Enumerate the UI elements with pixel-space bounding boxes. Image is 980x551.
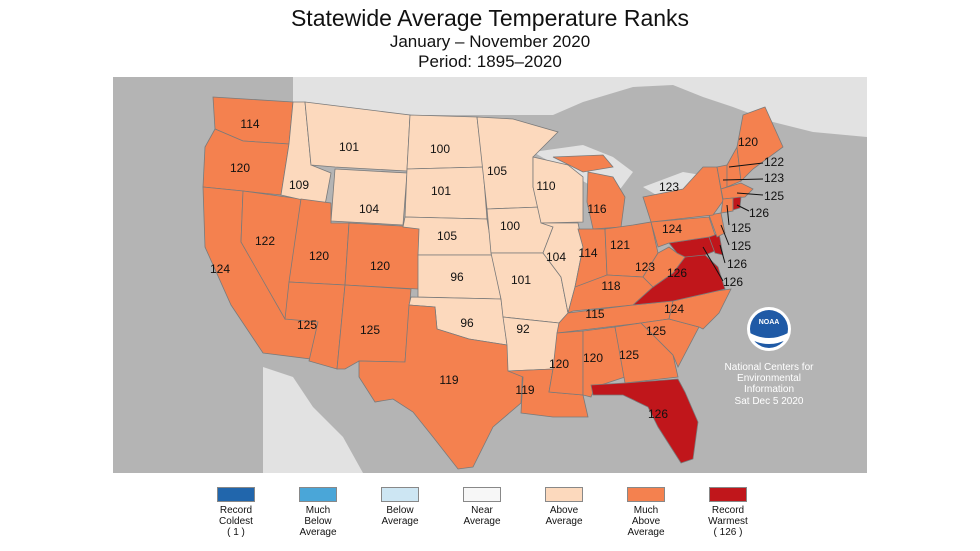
legend-swatch-above: [545, 487, 583, 502]
legend-label-record-warmest: Record Warmest ( 126 ): [708, 505, 748, 538]
map-frame: 114 120 124 122 109 101 104 120 125 120 …: [113, 77, 867, 473]
state-MA: [720, 182, 754, 200]
state-label-NV: 122: [255, 234, 275, 248]
credit-line2: Environmental: [737, 373, 801, 384]
state-label-WA: 114: [240, 117, 259, 131]
legend-label-much-below: Much Below Average: [299, 505, 337, 538]
state-TX: [358, 304, 524, 470]
state-label-NE: 105: [437, 229, 457, 243]
state-label-OR: 120: [230, 161, 250, 175]
title-block: Statewide Average Temperature Ranks Janu…: [0, 4, 980, 72]
state-label-CO: 120: [370, 259, 390, 273]
state-label-TN: 115: [585, 307, 604, 321]
state-label-VT: 123: [764, 171, 784, 185]
map-period: Period: 1895–2020: [418, 52, 562, 71]
state-label-AR: 92: [516, 322, 530, 336]
state-label-MS: 120: [549, 357, 569, 371]
state-label-OK: 96: [460, 316, 474, 330]
state-CO: [344, 222, 421, 290]
state-label-NH: 122: [764, 155, 784, 169]
state-WI: [532, 156, 584, 224]
state-label-DE: 126: [727, 257, 747, 271]
state-label-KS: 96: [450, 270, 464, 284]
state-label-WI: 110: [536, 179, 555, 193]
credit-line1: National Centers for: [725, 362, 815, 373]
legend-swatch-much-below: [299, 487, 337, 502]
noaa-logo: NOAA: [747, 307, 791, 351]
state-SC: [640, 318, 700, 368]
legend-item-much-above: Much Above Average: [606, 487, 686, 538]
state-label-AZ: 125: [297, 318, 317, 332]
state-label-MN: 105: [487, 164, 507, 178]
state-label-MA: 125: [764, 189, 784, 203]
legend-item-near: Near Average: [442, 487, 522, 527]
legend-swatch-record-coldest: [217, 487, 255, 502]
state-label-VA: 126: [667, 266, 687, 280]
state-label-KY: 118: [601, 279, 620, 293]
state-label-UT: 120: [309, 249, 329, 263]
state-label-NM: 125: [360, 323, 380, 337]
state-label-AL: 120: [583, 351, 603, 365]
legend-item-much-below: Much Below Average: [278, 487, 358, 538]
state-label-WV: 123: [635, 260, 655, 274]
canada-region: [293, 77, 867, 137]
legend-item-record-coldest: Record Coldest ( 1 ): [196, 487, 276, 538]
legend-swatch-near: [463, 487, 501, 502]
noaa-logo-text: NOAA: [759, 319, 780, 326]
state-PA: [650, 216, 716, 248]
legend-label-record-coldest: Record Coldest ( 1 ): [219, 505, 253, 538]
legend-swatch-below: [381, 487, 419, 502]
state-label-SD: 101: [431, 184, 451, 198]
state-label-RI: 126: [749, 206, 769, 220]
state-label-OH: 121: [610, 238, 630, 252]
state-label-FL: 126: [648, 407, 668, 421]
credit-date: Sat Dec 5 2020: [735, 396, 804, 407]
state-label-MT: 101: [339, 140, 359, 154]
map-subtitle: January – November 2020: [389, 32, 591, 51]
state-label-NC: 124: [664, 302, 684, 316]
mexico-region: [263, 367, 363, 473]
legend-label-near: Near Average: [463, 505, 501, 527]
state-RI: [732, 196, 742, 211]
state-NJ: [708, 212, 726, 238]
state-label-NJ: 125: [731, 239, 751, 253]
state-FL: [590, 378, 699, 464]
legend-item-below: Below Average: [360, 487, 440, 527]
state-GA: [614, 322, 679, 384]
state-label-MI: 116: [587, 202, 606, 216]
leader-lines: [702, 162, 764, 282]
state-label-IL: 104: [546, 250, 566, 264]
state-label-ID: 109: [289, 178, 309, 192]
state-label-MD: 126: [723, 275, 743, 289]
state-label-SC: 125: [646, 324, 666, 338]
legend-item-above: Above Average: [524, 487, 604, 527]
state-label-LA: 119: [515, 383, 534, 397]
legend-label-much-above: Much Above Average: [627, 505, 665, 538]
state-label-MO: 101: [511, 273, 531, 287]
state-MS: [548, 330, 584, 396]
map-title: Statewide Average Temperature Ranks: [290, 5, 690, 31]
legend-swatch-record-warmest: [709, 487, 747, 502]
us-map: 114 120 124 122 109 101 104 120 125 120 …: [113, 77, 867, 473]
legend-label-above: Above Average: [545, 505, 583, 527]
state-ME: [736, 106, 784, 182]
state-label-GA: 125: [619, 348, 639, 362]
state-label-NY: 123: [659, 180, 679, 194]
state-label-CT: 125: [731, 221, 751, 235]
state-WY: [330, 168, 408, 226]
state-label-TX: 119: [439, 373, 458, 387]
state-MT: [304, 101, 411, 172]
state-label-IA: 100: [500, 219, 520, 233]
legend: Record Coldest ( 1 ) Much Below Average …: [0, 487, 980, 547]
legend-swatch-much-above: [627, 487, 665, 502]
state-label-CA: 124: [210, 262, 230, 276]
legend-item-record-warmest: Record Warmest ( 126 ): [688, 487, 768, 538]
legend-label-below: Below Average: [381, 505, 419, 527]
state-label-IN: 114: [578, 246, 597, 260]
credit-line3: Information: [744, 384, 794, 395]
state-label-ND: 100: [430, 142, 450, 156]
state-label-PA: 124: [662, 222, 682, 236]
state-label-ME: 120: [738, 135, 758, 149]
state-label-WY: 104: [359, 202, 379, 216]
